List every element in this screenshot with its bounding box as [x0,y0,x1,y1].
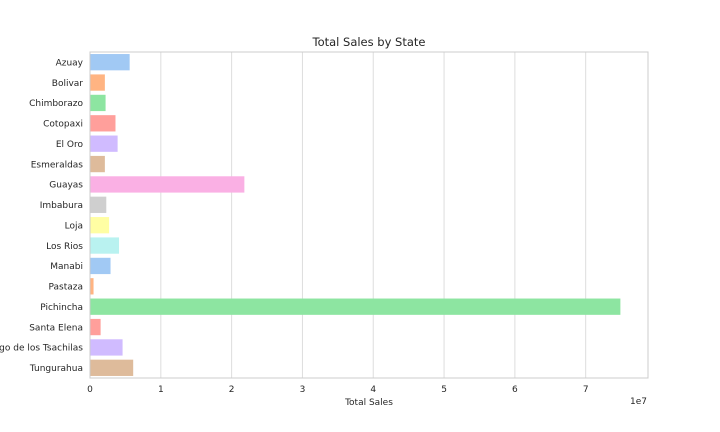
y-tick-label: Esmeraldas [31,160,84,170]
x-tick-label: 0 [87,385,93,395]
x-axis-offset-text: 1e7 [630,397,647,407]
bar [90,196,107,213]
x-tick-label: 6 [512,385,518,395]
bar [90,217,110,234]
bar [90,318,101,336]
y-tick-label: Pichincha [40,303,83,313]
bar [90,176,245,193]
y-tick-label: Manabi [50,262,83,272]
y-tick-label: Los Rios [46,242,83,252]
x-tick-label: 3 [300,385,306,395]
bar [90,74,105,91]
y-tick-label: Loja [65,221,83,231]
y-tick-label: Bolivar [52,79,84,89]
y-tick-label: Santa Elena [29,323,83,333]
chart-title: Total Sales by State [312,35,426,49]
bar [90,237,120,254]
bar [90,298,621,315]
grid-lines [89,52,587,378]
y-tick-label: Tungurahua [29,364,83,374]
plot-frame [89,51,649,379]
bar [90,155,105,173]
x-tick-label: 1 [158,385,164,395]
bars [90,54,621,376]
y-tick-label: El Oro [56,140,84,150]
y-tick-labels: Azuay Bolivar Chimborazo Cotopaxi El Oro Esme… [0,58,84,374]
x-tick-label: 5 [441,385,447,395]
x-tick-label: 2 [229,385,235,395]
y-tick-label: Santo Domingo de los Tsachilas [0,344,83,354]
bar [90,359,134,376]
x-tick-label: 4 [370,385,376,395]
bar [90,115,116,132]
y-tick-label: Imbabura [40,201,83,211]
bar [90,94,106,112]
bar [90,257,111,275]
bar [90,54,130,71]
y-tick-label: Pastaza [48,283,83,293]
bar [90,135,118,152]
x-tick-labels: 0 1 2 3 4 5 6 7 [87,385,588,395]
x-tick-label: 7 [583,385,589,395]
bar [90,278,94,295]
y-tick-label: Azuay [56,58,84,68]
y-tick-label: Cotopaxi [43,120,83,130]
x-axis-label: Total Sales [344,398,393,408]
y-tick-label: Chimborazo [29,99,83,109]
bar [90,339,123,356]
y-tick-label: Guayas [49,181,83,191]
